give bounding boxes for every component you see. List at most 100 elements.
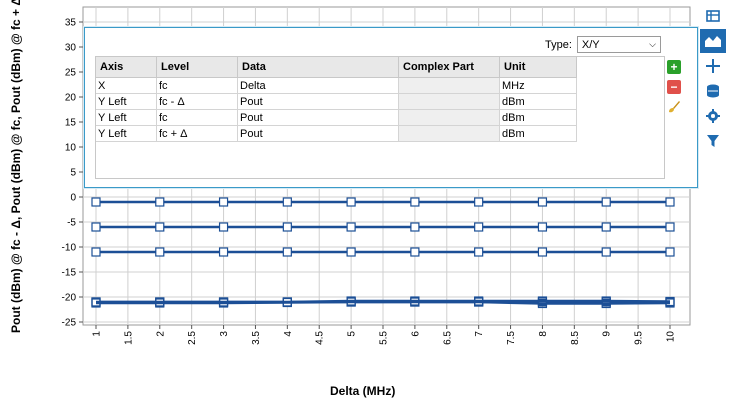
- x-tick-label: 1.5: [123, 331, 134, 345]
- data-point: [155, 197, 165, 207]
- cell-axis[interactable]: X: [96, 77, 157, 94]
- table-row[interactable]: Y Left fc + Δ Pout dBm: [96, 125, 577, 142]
- table-row[interactable]: Y Left fc - Δ Pout dBm: [96, 93, 577, 110]
- crosshair-icon: [706, 59, 720, 73]
- column-header[interactable]: Data: [237, 57, 399, 78]
- x-tick-label: 5.5: [379, 331, 390, 345]
- table-row[interactable]: Y Left fc Pout dBm: [96, 109, 577, 126]
- cell-axis[interactable]: Y Left: [96, 125, 157, 142]
- cell-complex-part[interactable]: [398, 125, 500, 142]
- table-view-button[interactable]: [700, 4, 726, 28]
- data-point: [91, 247, 101, 257]
- cell-level[interactable]: fc + Δ: [156, 125, 238, 142]
- data-point: [665, 247, 675, 257]
- data-point: [91, 297, 101, 307]
- x-tick-label: 7: [474, 331, 485, 337]
- x-tick-label: 10: [666, 331, 677, 343]
- data-point: [537, 296, 548, 306]
- data-button[interactable]: [700, 79, 726, 103]
- add-row-button[interactable]: +: [667, 60, 681, 74]
- table-header-row: Axis Level Data Complex Part Unit: [96, 57, 577, 78]
- plus-icon: +: [670, 60, 678, 74]
- remove-row-button[interactable]: −: [667, 80, 681, 94]
- data-point: [346, 222, 356, 232]
- cell-complex-part[interactable]: [398, 109, 500, 126]
- data-point: [346, 197, 356, 207]
- x-tick-label: 7.5: [506, 331, 517, 345]
- data-point: [601, 296, 611, 306]
- marker-button[interactable]: [700, 54, 726, 78]
- y-tick-label: 35: [65, 18, 77, 29]
- data-point: [282, 297, 292, 307]
- data-point: [537, 197, 548, 207]
- x-tick-label: 3.5: [251, 331, 262, 345]
- chart-area-icon: [705, 36, 721, 47]
- y-axis-ticks: 35 30 25 20 15 10 5 0 -5 -10 -15 -20 -25: [62, 18, 83, 329]
- cell-axis[interactable]: Y Left: [96, 93, 157, 110]
- series-line: [96, 299, 671, 304]
- data-point: [91, 222, 101, 232]
- cell-unit[interactable]: dBm: [499, 93, 577, 110]
- cell-unit[interactable]: MHz: [499, 77, 577, 94]
- column-header[interactable]: Unit: [499, 57, 577, 78]
- data-point: [601, 197, 611, 207]
- style-button[interactable]: [667, 100, 681, 114]
- row-actions: + −: [667, 60, 685, 120]
- cell-data[interactable]: Pout: [237, 125, 399, 142]
- filter-button[interactable]: [700, 129, 726, 153]
- cell-unit[interactable]: dBm: [499, 125, 577, 142]
- cell-data[interactable]: Pout: [237, 93, 399, 110]
- data-point: [474, 197, 484, 207]
- x-tick-label: 9: [602, 331, 613, 337]
- axis-table: Axis Level Data Complex Part Unit X fc D…: [96, 57, 577, 142]
- data-point: [282, 197, 292, 207]
- column-header[interactable]: Axis: [96, 57, 157, 78]
- y-axis-label-text: Pout (dBm) @ fc - Δ, Pout (dBm) @ fc, Po…: [9, 0, 23, 333]
- x-axis-ticks: 1 1.5 2 2.5 3 3.5 4 4.5 5 5.5 6 6.5 7 7.5 8 8.5 9 9.5 10: [92, 325, 677, 345]
- cell-level[interactable]: fc - Δ: [156, 93, 238, 110]
- cell-data[interactable]: Delta: [237, 77, 399, 94]
- column-header[interactable]: Level: [156, 57, 238, 78]
- data-point: [410, 247, 420, 257]
- minus-icon: −: [670, 80, 678, 94]
- gear-icon: [706, 109, 720, 123]
- x-tick-label: 5: [347, 331, 358, 337]
- data-point: [282, 222, 292, 232]
- x-tick-label: 4.5: [315, 331, 326, 345]
- cell-level[interactable]: fc: [156, 77, 238, 94]
- table-icon: [706, 10, 720, 22]
- data-point: [218, 247, 229, 257]
- x-tick-label: 3: [219, 331, 230, 337]
- data-point: [601, 247, 611, 257]
- data-point: [601, 222, 611, 232]
- data-point: [155, 222, 165, 232]
- column-header[interactable]: Complex Part: [398, 57, 500, 78]
- cell-unit[interactable]: dBm: [499, 109, 577, 126]
- cell-level[interactable]: fc: [156, 109, 238, 126]
- x-axis-label: Delta (MHz): [330, 384, 396, 398]
- type-row: Type: X/Y ⌵: [545, 36, 661, 53]
- data-icon: [707, 84, 719, 98]
- data-point: [537, 247, 548, 257]
- x-tick-label: 1: [92, 331, 103, 337]
- data-point: [665, 197, 675, 207]
- chart-view-button[interactable]: [700, 29, 726, 53]
- type-select[interactable]: X/Y ⌵: [576, 36, 661, 53]
- x-tick-label: 9.5: [634, 331, 645, 345]
- settings-button[interactable]: [700, 104, 726, 128]
- cell-complex-part[interactable]: [398, 93, 500, 110]
- x-tick-label: 8: [538, 331, 549, 337]
- data-point: [218, 222, 229, 232]
- data-point: [346, 247, 356, 257]
- cell-complex-part[interactable]: [398, 77, 500, 94]
- cell-data[interactable]: Pout: [237, 109, 399, 126]
- x-tick-label: 2: [155, 331, 166, 337]
- y-tick-label: 15: [65, 118, 77, 129]
- data-point: [410, 222, 420, 232]
- table-row[interactable]: X fc Delta MHz: [96, 77, 577, 94]
- x-tick-label: 6.5: [442, 331, 453, 345]
- cell-axis[interactable]: Y Left: [96, 109, 157, 126]
- y-tick-label: 20: [65, 93, 77, 104]
- filter-icon: [707, 135, 719, 147]
- data-point: [155, 247, 165, 257]
